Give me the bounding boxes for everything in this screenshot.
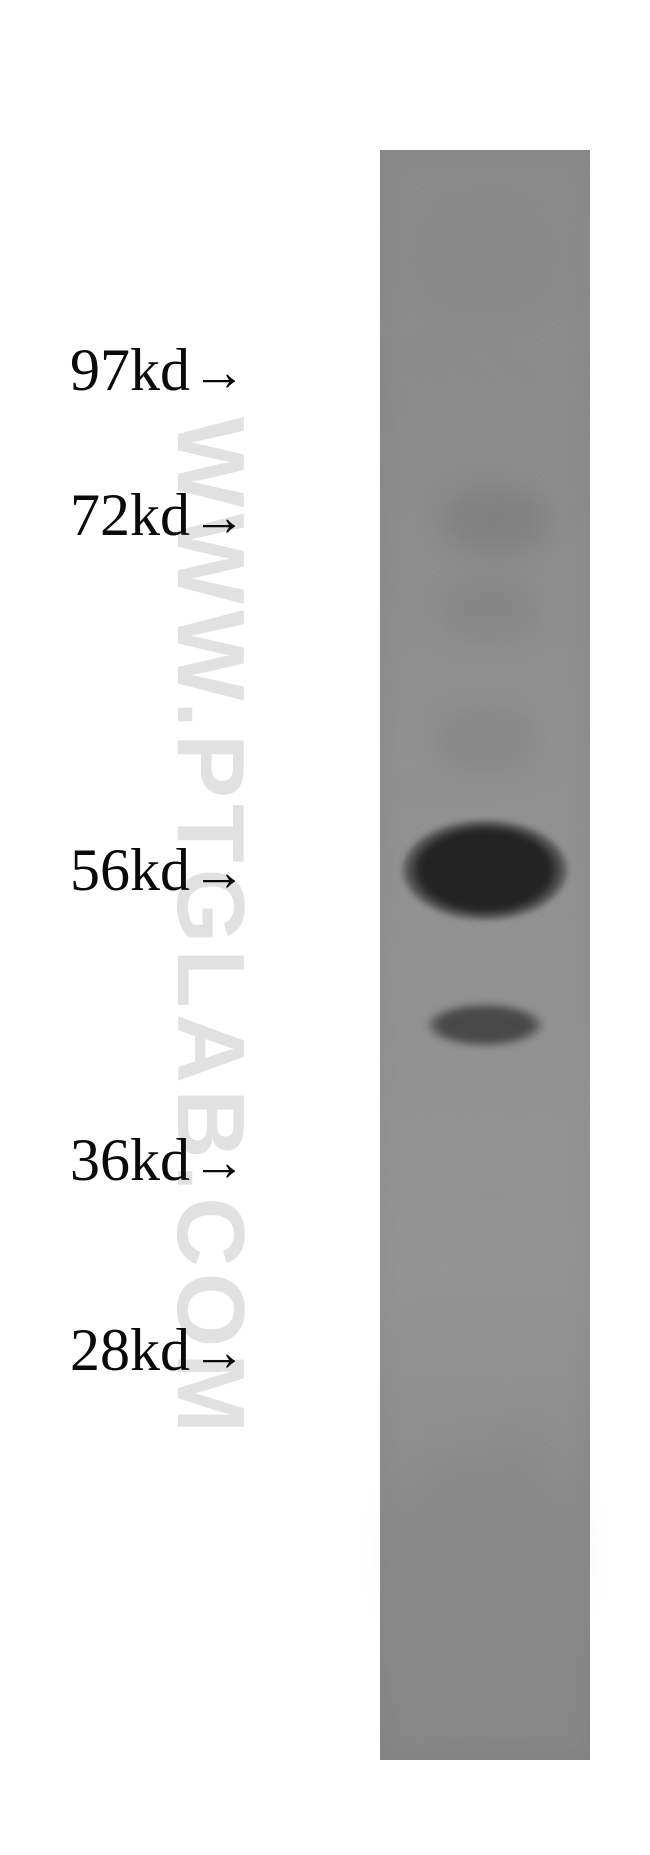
mw-marker: 72kd→ (70, 485, 246, 545)
arrow-right-icon: → (192, 845, 246, 899)
arrow-right-icon: → (192, 345, 246, 399)
mw-marker-label: 36kd (70, 1130, 190, 1190)
blot-lane (380, 150, 590, 1760)
mw-marker-label: 28kd (70, 1320, 190, 1380)
mw-marker: 56kd→ (70, 840, 246, 900)
mw-marker-label: 56kd (70, 840, 190, 900)
lane-smudge (435, 710, 535, 770)
arrow-right-icon: → (192, 1325, 246, 1379)
arrow-right-icon: → (192, 1135, 246, 1189)
mw-marker: 36kd→ (70, 1130, 246, 1190)
blot-figure: WWW.PTGLAB.COM 97kd→72kd→56kd→36kd→28kd→ (0, 0, 650, 1855)
watermark-text: WWW.PTGLAB.COM (155, 416, 265, 1438)
mw-marker-label: 72kd (70, 485, 190, 545)
lane-band (403, 820, 568, 920)
lane-smudge (415, 200, 555, 320)
arrow-right-icon: → (192, 490, 246, 544)
mw-marker: 28kd→ (70, 1320, 246, 1380)
lane-band (428, 1004, 543, 1046)
lane-smudge (443, 583, 538, 638)
mw-marker: 97kd→ (70, 340, 246, 400)
lane-smudge (400, 1450, 570, 1650)
mw-marker-label: 97kd (70, 340, 190, 400)
lane-smudge (440, 485, 550, 555)
